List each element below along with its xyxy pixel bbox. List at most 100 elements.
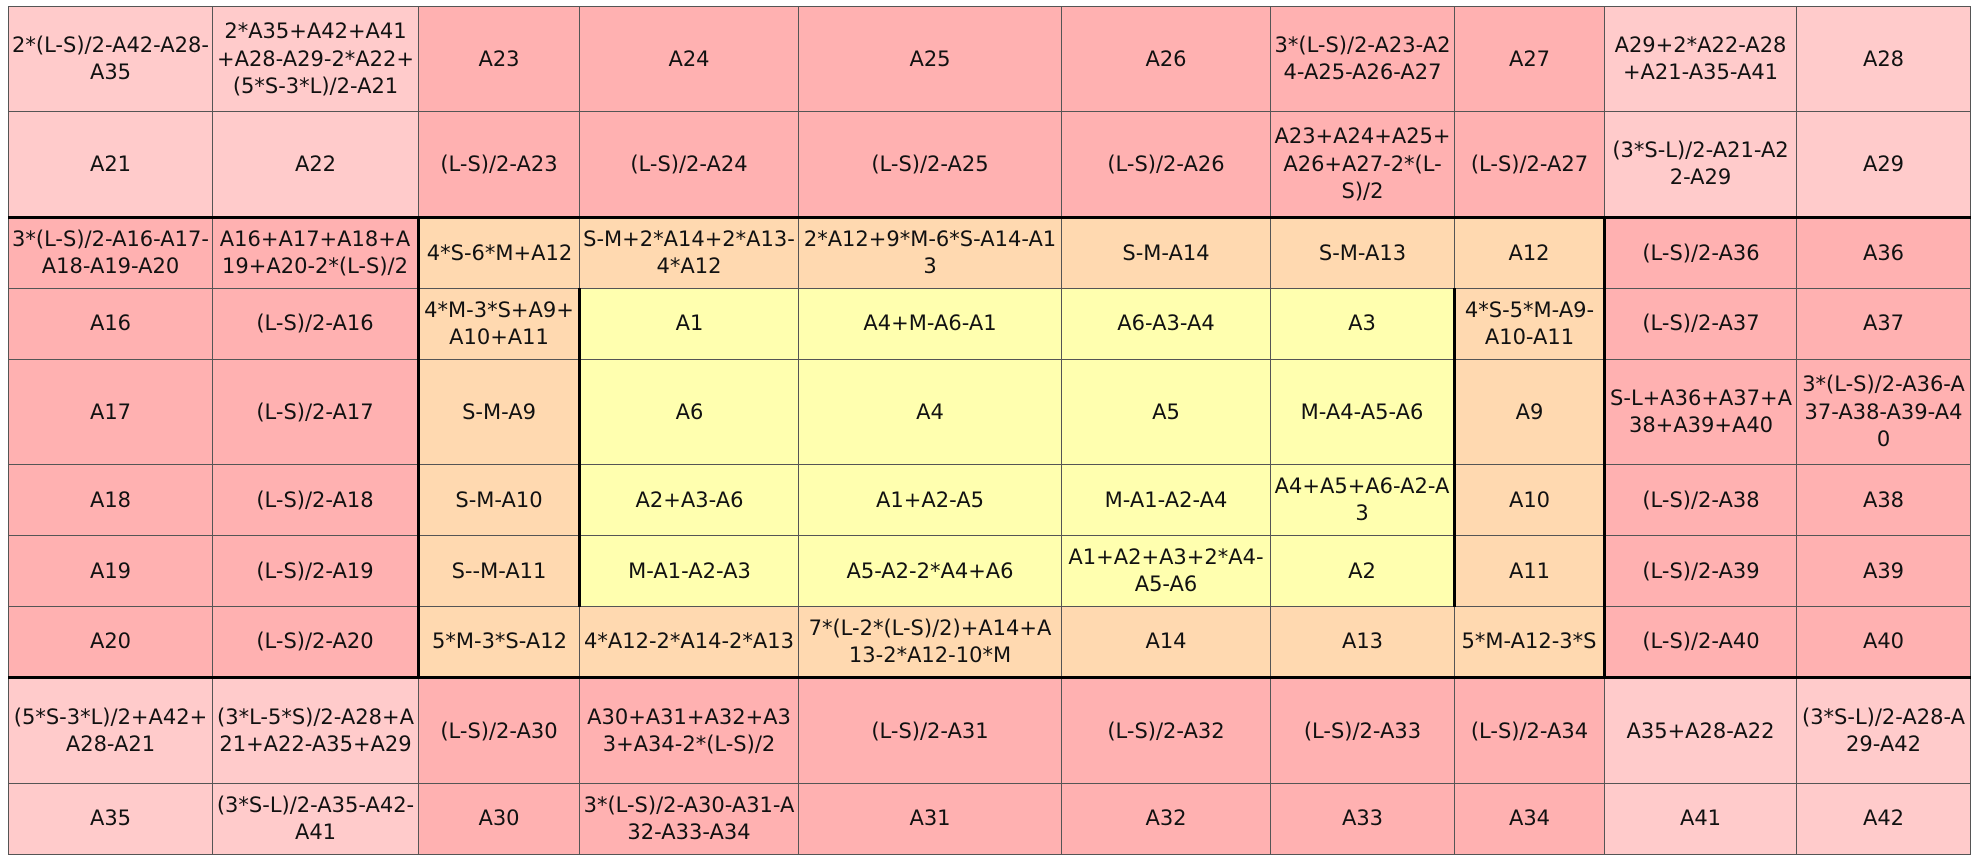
grid-cell: 4*A12-2*A14-2*A13 bbox=[579, 606, 799, 680]
grid-cell: (L-S)/2-A36 bbox=[1604, 215, 1797, 289]
grid-cell: M-A1-A2-A4 bbox=[1061, 464, 1271, 537]
grid-cell: A4+A5+A6-A2-A3 bbox=[1270, 464, 1456, 537]
grid-cell: A4 bbox=[798, 358, 1062, 466]
grid-cell: A29+2*A22-A28+A21-A35-A41 bbox=[1604, 5, 1797, 113]
grid-cell: (L-S)/2-A34 bbox=[1454, 676, 1605, 784]
grid-cell: A30 bbox=[418, 782, 580, 856]
grid-cell: S--M-A11 bbox=[417, 535, 580, 608]
table-row: 2*(L-S)/2-A42-A28-A35 2*A35+A42+A41+A28-A… bbox=[8, 5, 1971, 113]
grid-cell: 5*M-3*S-A12 bbox=[417, 606, 580, 680]
grid-cell: (5*S-3*L)/2+A42+A28-A21 bbox=[8, 676, 213, 784]
grid-cell: A41 bbox=[1604, 782, 1797, 856]
grid-cell: A35 bbox=[8, 782, 213, 856]
grid-cell: A4+M-A6-A1 bbox=[798, 287, 1062, 360]
grid-cell: 4*S-5*M-A9-A10-A11 bbox=[1454, 287, 1606, 360]
grid-cell: A12 bbox=[1454, 215, 1606, 289]
grid-cell: A34 bbox=[1454, 782, 1605, 856]
grid-cell: (L-S)/2-A37 bbox=[1604, 287, 1797, 360]
grid-cell: A2 bbox=[1270, 535, 1456, 608]
grid-cell: S-M-A10 bbox=[417, 464, 580, 537]
grid-cell: S-M-A13 bbox=[1270, 215, 1455, 289]
grid-cell: (L-S)/2-A30 bbox=[418, 676, 580, 784]
grid-cell: S-L+A36+A37+A38+A39+A40 bbox=[1604, 358, 1797, 466]
grid-cell: 2*A12+9*M-6*S-A14-A13 bbox=[798, 215, 1062, 289]
grid-cell: (L-S)/2-A25 bbox=[798, 111, 1062, 219]
magic-square-table: 2*(L-S)/2-A42-A28-A35 2*A35+A42+A41+A28-A… bbox=[8, 5, 1971, 856]
table-row: A21 A22 (L-S)/2-A23 (L-S)/2-A24 (L-S)/2-A25(… bbox=[8, 111, 1971, 219]
grid-cell: M-A4-A5-A6 bbox=[1270, 358, 1456, 466]
grid-cell: A26 bbox=[1061, 5, 1271, 113]
grid-cell: A23+A24+A25+A26+A27-2*(L-S)/2 bbox=[1270, 111, 1455, 219]
grid-cell: (3*L-5*S)/2-A28+A21+A22-A35+A29 bbox=[212, 676, 419, 784]
table-row: A17 (L-S)/2-A17 S-M-A9 A6 A4 A5 M-A4-A5-A6 A9 S-… bbox=[8, 358, 1971, 466]
grid-cell: (L-S)/2-A26 bbox=[1061, 111, 1271, 219]
grid-cell: A6 bbox=[578, 358, 799, 466]
grid-cell: M-A1-A2-A3 bbox=[578, 535, 799, 608]
grid-cell: A25 bbox=[798, 5, 1062, 113]
table-row: (5*S-3*L)/2+A42+A28-A21 (3*L-5*S)/2-A28+A… bbox=[8, 676, 1971, 784]
table-row: A20 (L-S)/2-A20 5*M-3*S-A12 4*A12-2*A14-2*A… bbox=[8, 606, 1971, 680]
grid-cell: A16+A17+A18+A19+A20-2*(L-S)/2 bbox=[212, 215, 419, 289]
grid-cell: (L-S)/2-A27 bbox=[1454, 111, 1605, 219]
grid-cell: (L-S)/2-A39 bbox=[1604, 535, 1797, 608]
grid-cell: 3*(L-S)/2-A16-A17-A18-A19-A20 bbox=[8, 215, 213, 289]
grid-cell: A3 bbox=[1270, 287, 1456, 360]
grid-cell: A11 bbox=[1454, 535, 1606, 608]
grid-cell: (3*S-L)/2-A21-A22-A29 bbox=[1604, 111, 1797, 219]
grid-cell: (L-S)/2-A33 bbox=[1270, 676, 1455, 784]
grid-cell: A21 bbox=[8, 111, 213, 219]
grid-cell: (L-S)/2-A23 bbox=[418, 111, 580, 219]
grid-cell: (L-S)/2-A32 bbox=[1061, 676, 1271, 784]
table-row: A19 (L-S)/2-A19 S--M-A11 M-A1-A2-A3 A5-A2-2*… bbox=[8, 535, 1971, 608]
grid-cell: A6-A3-A4 bbox=[1061, 287, 1271, 360]
grid-cell: 2*A35+A42+A41+A28-A29-2*A22+(5*S-3*L)/2-… bbox=[212, 5, 419, 113]
table-row: A18 (L-S)/2-A18 S-M-A10 A2+A3-A6 A1+A2-A5 M-A… bbox=[8, 464, 1971, 537]
grid-cell: (3*S-L)/2-A35-A42-A41 bbox=[212, 782, 419, 856]
grid-cell: 2*(L-S)/2-A42-A28-A35 bbox=[8, 5, 213, 113]
grid-cell: A17 bbox=[8, 358, 213, 466]
grid-cell: 7*(L-2*(L-S)/2)+A14+A13-2*A12-10*M bbox=[798, 606, 1062, 680]
grid-cell: A5 bbox=[1061, 358, 1271, 466]
grid-cell: A20 bbox=[8, 606, 213, 680]
grid-cell: A33 bbox=[1270, 782, 1455, 856]
grid-cell: A24 bbox=[579, 5, 799, 113]
grid-cell: A30+A31+A32+A33+A34-2*(L-S)/2 bbox=[579, 676, 799, 784]
grid-cell: A2+A3-A6 bbox=[578, 464, 799, 537]
grid-cell: 3*(L-S)/2-A36-A37-A38-A39-A40 bbox=[1796, 358, 1971, 466]
grid-cell: 3*(L-S)/2-A30-A31-A32-A33-A34 bbox=[579, 782, 799, 856]
grid-cell: A36 bbox=[1796, 215, 1971, 289]
table-row: A16 (L-S)/2-A16 4*M-3*S+A9+A10+A11 A1 A4+M-A… bbox=[8, 287, 1971, 360]
grid-cell: A13 bbox=[1270, 606, 1455, 680]
grid-cell: A22 bbox=[212, 111, 419, 219]
grid-cell: A27 bbox=[1454, 5, 1605, 113]
grid-cell: A29 bbox=[1796, 111, 1971, 219]
grid-cell: (L-S)/2-A31 bbox=[798, 676, 1062, 784]
grid-cell: (L-S)/2-A19 bbox=[212, 535, 419, 608]
grid-cell: A38 bbox=[1796, 464, 1971, 537]
grid-cell: A5-A2-2*A4+A6 bbox=[798, 535, 1062, 608]
grid-cell: (L-S)/2-A17 bbox=[212, 358, 419, 466]
grid-cell: (3*S-L)/2-A28-A29-A42 bbox=[1796, 676, 1971, 784]
grid-cell: A19 bbox=[8, 535, 213, 608]
grid-cell: A28 bbox=[1796, 5, 1971, 113]
grid-cell: A16 bbox=[8, 287, 213, 360]
grid-cell: A42 bbox=[1796, 782, 1971, 856]
grid-cell: (L-S)/2-A40 bbox=[1604, 606, 1797, 680]
grid-cell: A1 bbox=[578, 287, 799, 360]
grid-cell: S-M-A14 bbox=[1061, 215, 1271, 289]
grid-cell: A39 bbox=[1796, 535, 1971, 608]
grid-cell: A40 bbox=[1796, 606, 1971, 680]
grid-cell: A32 bbox=[1061, 782, 1271, 856]
grid-cell: (L-S)/2-A24 bbox=[579, 111, 799, 219]
grid-cell: A35+A28-A22 bbox=[1604, 676, 1797, 784]
grid-cell: A23 bbox=[418, 5, 580, 113]
grid-cell: 4*S-6*M+A12 bbox=[417, 215, 580, 289]
grid-cell: A31 bbox=[798, 782, 1062, 856]
grid-cell: S-M-A9 bbox=[417, 358, 580, 466]
grid-cell: S-M+2*A14+2*A13-4*A12 bbox=[579, 215, 799, 289]
grid-cell: (L-S)/2-A20 bbox=[212, 606, 419, 680]
grid-cell: A18 bbox=[8, 464, 213, 537]
table-row: 3*(L-S)/2-A16-A17-A18-A19-A20 A16+A17+A18… bbox=[8, 215, 1971, 289]
grid-cell: A1+A2-A5 bbox=[798, 464, 1062, 537]
grid-cell: A10 bbox=[1454, 464, 1606, 537]
